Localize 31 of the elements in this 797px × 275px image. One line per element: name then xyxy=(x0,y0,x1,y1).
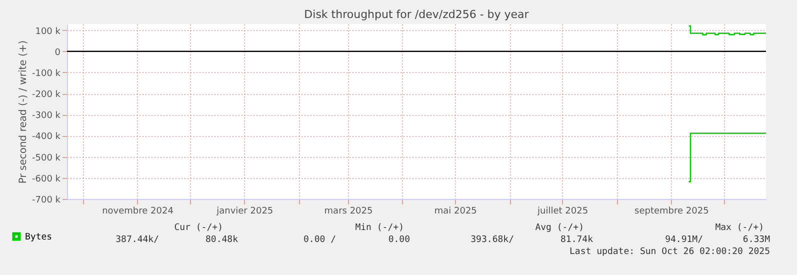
y-tick-label: -400 k xyxy=(32,132,62,142)
y-tick-label: -600 k xyxy=(32,174,62,184)
text: 81.74k xyxy=(560,235,594,245)
y-tick-label: 100 k xyxy=(35,26,62,37)
x-tick-label: septembre 2025 xyxy=(634,206,709,216)
y-tick-label: -200 k xyxy=(32,90,62,100)
text: 393.68k/ xyxy=(470,235,514,245)
chart-title: Disk throughput for /dev/zd256 - by year xyxy=(304,8,530,21)
x-tick-label: janvier 2025 xyxy=(216,206,274,216)
legend-label: Bytes xyxy=(25,232,52,242)
y-tick-label: -700 k xyxy=(32,196,62,206)
text: Min (-/+) xyxy=(355,223,404,233)
text: 94.91M/ xyxy=(665,235,703,245)
x-tick-label: mai 2025 xyxy=(434,206,477,216)
y-tick-label: -100 k xyxy=(32,68,62,79)
y-tick-label: -500 k xyxy=(32,153,62,164)
x-tick-label: novembre 2024 xyxy=(102,206,174,216)
text: Max (-/+) xyxy=(715,223,764,233)
text: Last update: Sun Oct 26 02:00:20 2025 xyxy=(570,247,770,257)
text: 387.44k/ xyxy=(116,235,159,245)
x-tick-label: juillet 2025 xyxy=(536,206,588,216)
x-tick-label: mars 2025 xyxy=(324,206,373,216)
text: 0.00 xyxy=(388,235,410,245)
text: 6.33M xyxy=(742,235,771,245)
y-axis-title: Pr second read (-) / write (+) xyxy=(18,40,29,184)
text: Avg (-/+) xyxy=(535,223,584,233)
y-tick-label: 0 xyxy=(54,48,61,58)
text: 80.48k xyxy=(205,235,239,245)
y-tick-label: -300 k xyxy=(32,111,62,122)
text: 0.00 / xyxy=(303,235,336,245)
text: Cur (-/+) xyxy=(174,223,223,233)
